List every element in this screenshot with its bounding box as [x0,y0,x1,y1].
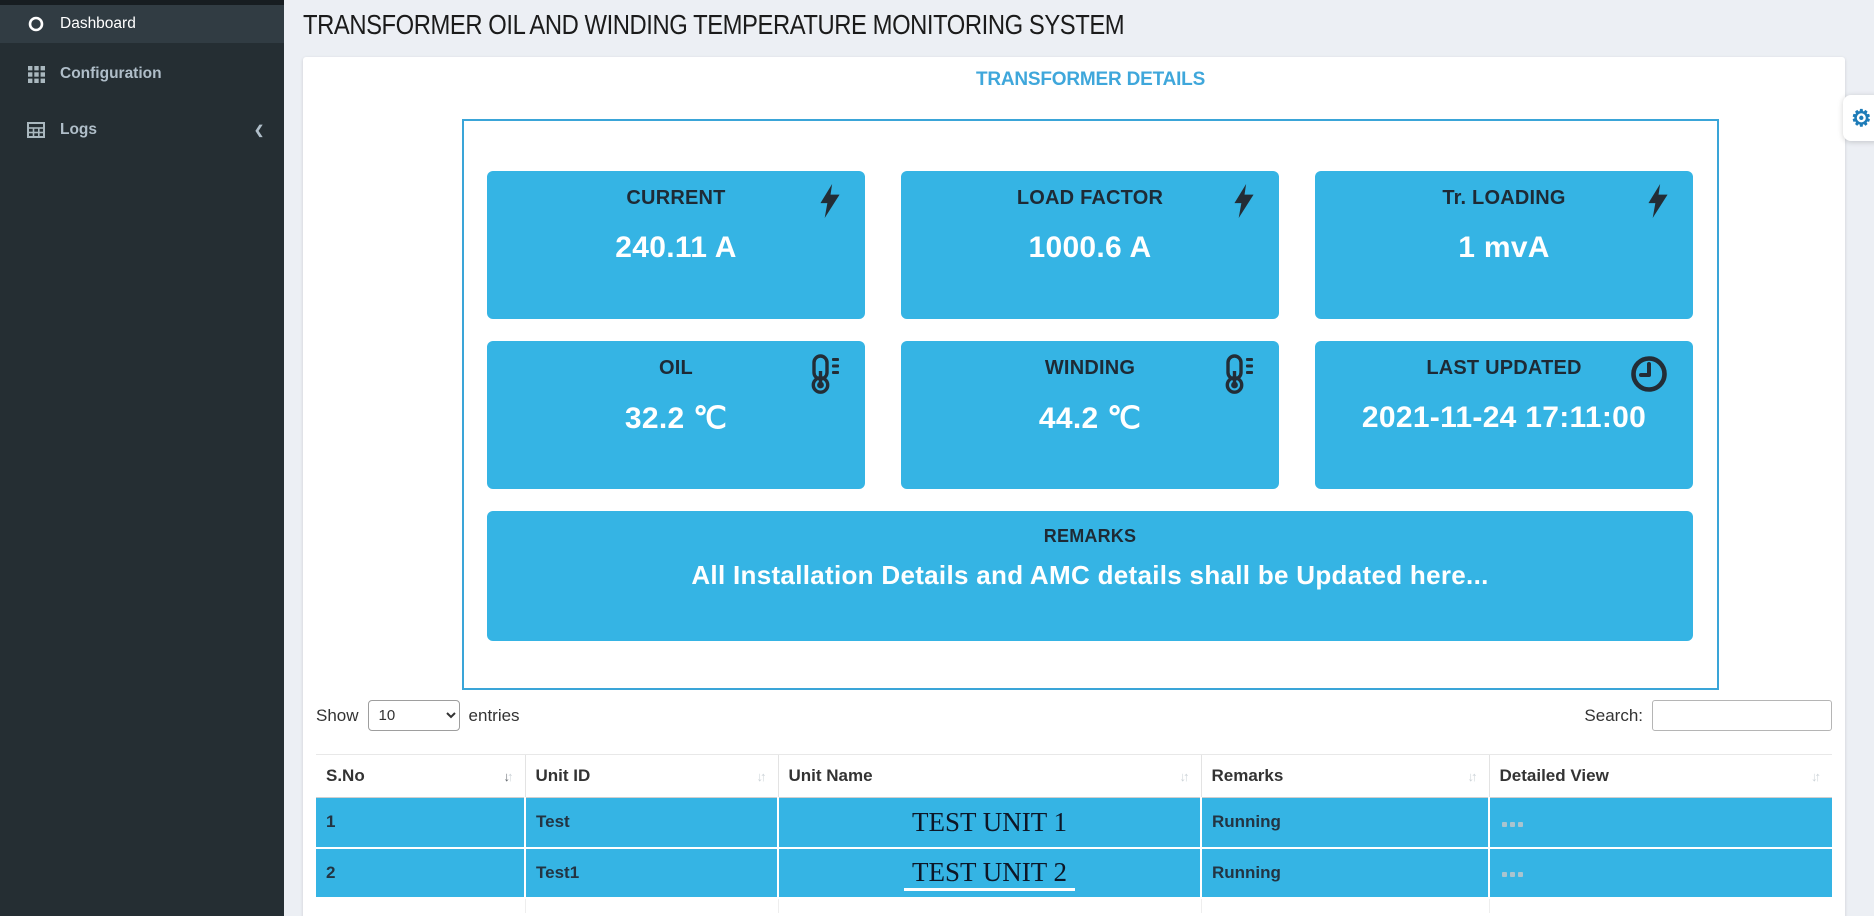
cell-detailed-view [1488,847,1832,899]
sort-icon: ↓↑ [756,768,767,784]
sort-icon: ↓↑ [1467,768,1478,784]
transformer-details-box: CURRENT 240.11 A LOAD FACTOR 1000.6 A Tr… [462,119,1719,690]
main-content: TRANSFORMER OIL AND WINDING TEMPERATURE … [284,0,1874,916]
gear-icon: ⚙ [1851,104,1872,131]
table-header-row: S.No ↓↑ Unit ID ↓↑ Unit Name ↓↑ Remark [316,754,1832,798]
metric-value: 1000.6 A [1028,231,1152,264]
panel-heading: TRANSFORMER DETAILS [975,69,1206,90]
sidebar-item-label: Dashboard [60,15,136,32]
search-label: Search: [1584,705,1643,725]
remarks-title: REMARKS [1043,526,1137,546]
units-table: S.No ↓↑ Unit ID ↓↑ Unit Name ↓↑ Remark [316,754,1832,913]
column-header-remarks[interactable]: Remarks ↓↑ [1200,754,1489,798]
metric-value: 44.2 ℃ [1038,402,1142,435]
metric-card-load-factor: LOAD FACTOR 1000.6 A [901,171,1279,319]
table-icon [24,122,48,138]
sort-icon: ↓↑ [503,768,514,784]
search-input[interactable] [1652,700,1832,731]
cell-unit-id: Test1 [524,847,778,899]
column-header-unit-name[interactable]: Unit Name ↓↑ [777,754,1201,798]
thermometer-icon [1219,354,1255,399]
metric-card-last-updated: LAST UPDATED 2021-11-24 17:11:00 [1315,341,1693,489]
ellipsis-icon[interactable] [1500,816,1525,833]
ellipsis-icon[interactable] [1500,866,1525,883]
table-controls: Show 10 entries Search: [316,700,1832,736]
bolt-icon [819,184,841,223]
metric-value: 2021-11-24 17:11:00 [1361,401,1647,434]
page-title: TRANSFORMER OIL AND WINDING TEMPERATURE … [303,9,1125,40]
show-label: Show [316,705,359,725]
remarks-value: All Installation Details and AMC details… [691,560,1489,590]
metric-card-oil: OIL 32.2 ℃ [487,341,865,489]
metric-title: LAST UPDATED [1426,357,1582,379]
sidebar: Dashboard Configuration Logs ❮ [0,0,284,916]
cell-sno: 2 [316,847,525,899]
cell-unit-id: Test [524,797,778,849]
metric-value: 1 mvA [1458,231,1550,264]
bolt-icon [1647,184,1669,223]
cell-remarks: Running [1200,847,1489,899]
cell-sno: 1 [316,797,525,849]
column-header-unit-id[interactable]: Unit ID ↓↑ [524,754,778,798]
metric-card-current: CURRENT 240.11 A [487,171,865,319]
metric-value: 32.2 ℃ [624,402,728,435]
table-row: 2 Test1 TEST UNIT 2 Running [316,847,1832,899]
cell-remarks: Running [1200,797,1489,849]
circle-icon [24,16,48,32]
metric-title: WINDING [1044,357,1136,379]
cell-unit-name: TEST UNIT 1 [777,797,1201,849]
remarks-card: REMARKS All Installation Details and AMC… [487,511,1693,641]
cell-unit-name: TEST UNIT 2 [777,847,1201,899]
metric-title: Tr. LOADING [1442,187,1566,209]
metric-title: CURRENT [626,187,726,209]
table-row: 1 Test TEST UNIT 1 Running [316,797,1832,849]
grid-icon [24,65,48,83]
sort-icon: ↓↑ [1811,768,1821,784]
metric-title: LOAD FACTOR [1016,187,1164,209]
metric-card-winding: WINDING 44.2 ℃ [901,341,1279,489]
metric-value: 240.11 A [615,231,737,264]
clock-icon [1629,354,1669,399]
bolt-icon [1233,184,1255,223]
sidebar-item-label: Configuration [60,65,162,82]
sidebar-top-strip [0,0,284,5]
sidebar-item-dashboard[interactable]: Dashboard [0,5,284,43]
column-header-sno[interactable]: S.No ↓↑ [316,754,525,798]
sidebar-item-label: Logs [60,121,98,138]
sort-icon: ↓↑ [1179,768,1190,784]
column-header-detailed-view[interactable]: Detailed View ↓↑ [1488,754,1832,798]
sidebar-item-configuration[interactable]: Configuration [0,55,284,93]
entries-label: entries [468,705,520,725]
thermometer-icon [805,354,841,399]
chevron-left-icon[interactable]: ❮ [253,123,264,137]
table-row [316,897,1832,913]
metric-card-tr-loading: Tr. LOADING 1 mvA [1315,171,1693,319]
settings-button[interactable]: ⚙ [1843,95,1874,141]
cell-detailed-view [1488,797,1832,849]
entries-length-select[interactable]: 10 [367,700,460,731]
content-card: TRANSFORMER DETAILS CURRENT 240.11 A LOA… [303,57,1845,916]
sidebar-item-logs[interactable]: Logs ❮ [0,111,284,149]
metric-title: OIL [659,357,693,379]
